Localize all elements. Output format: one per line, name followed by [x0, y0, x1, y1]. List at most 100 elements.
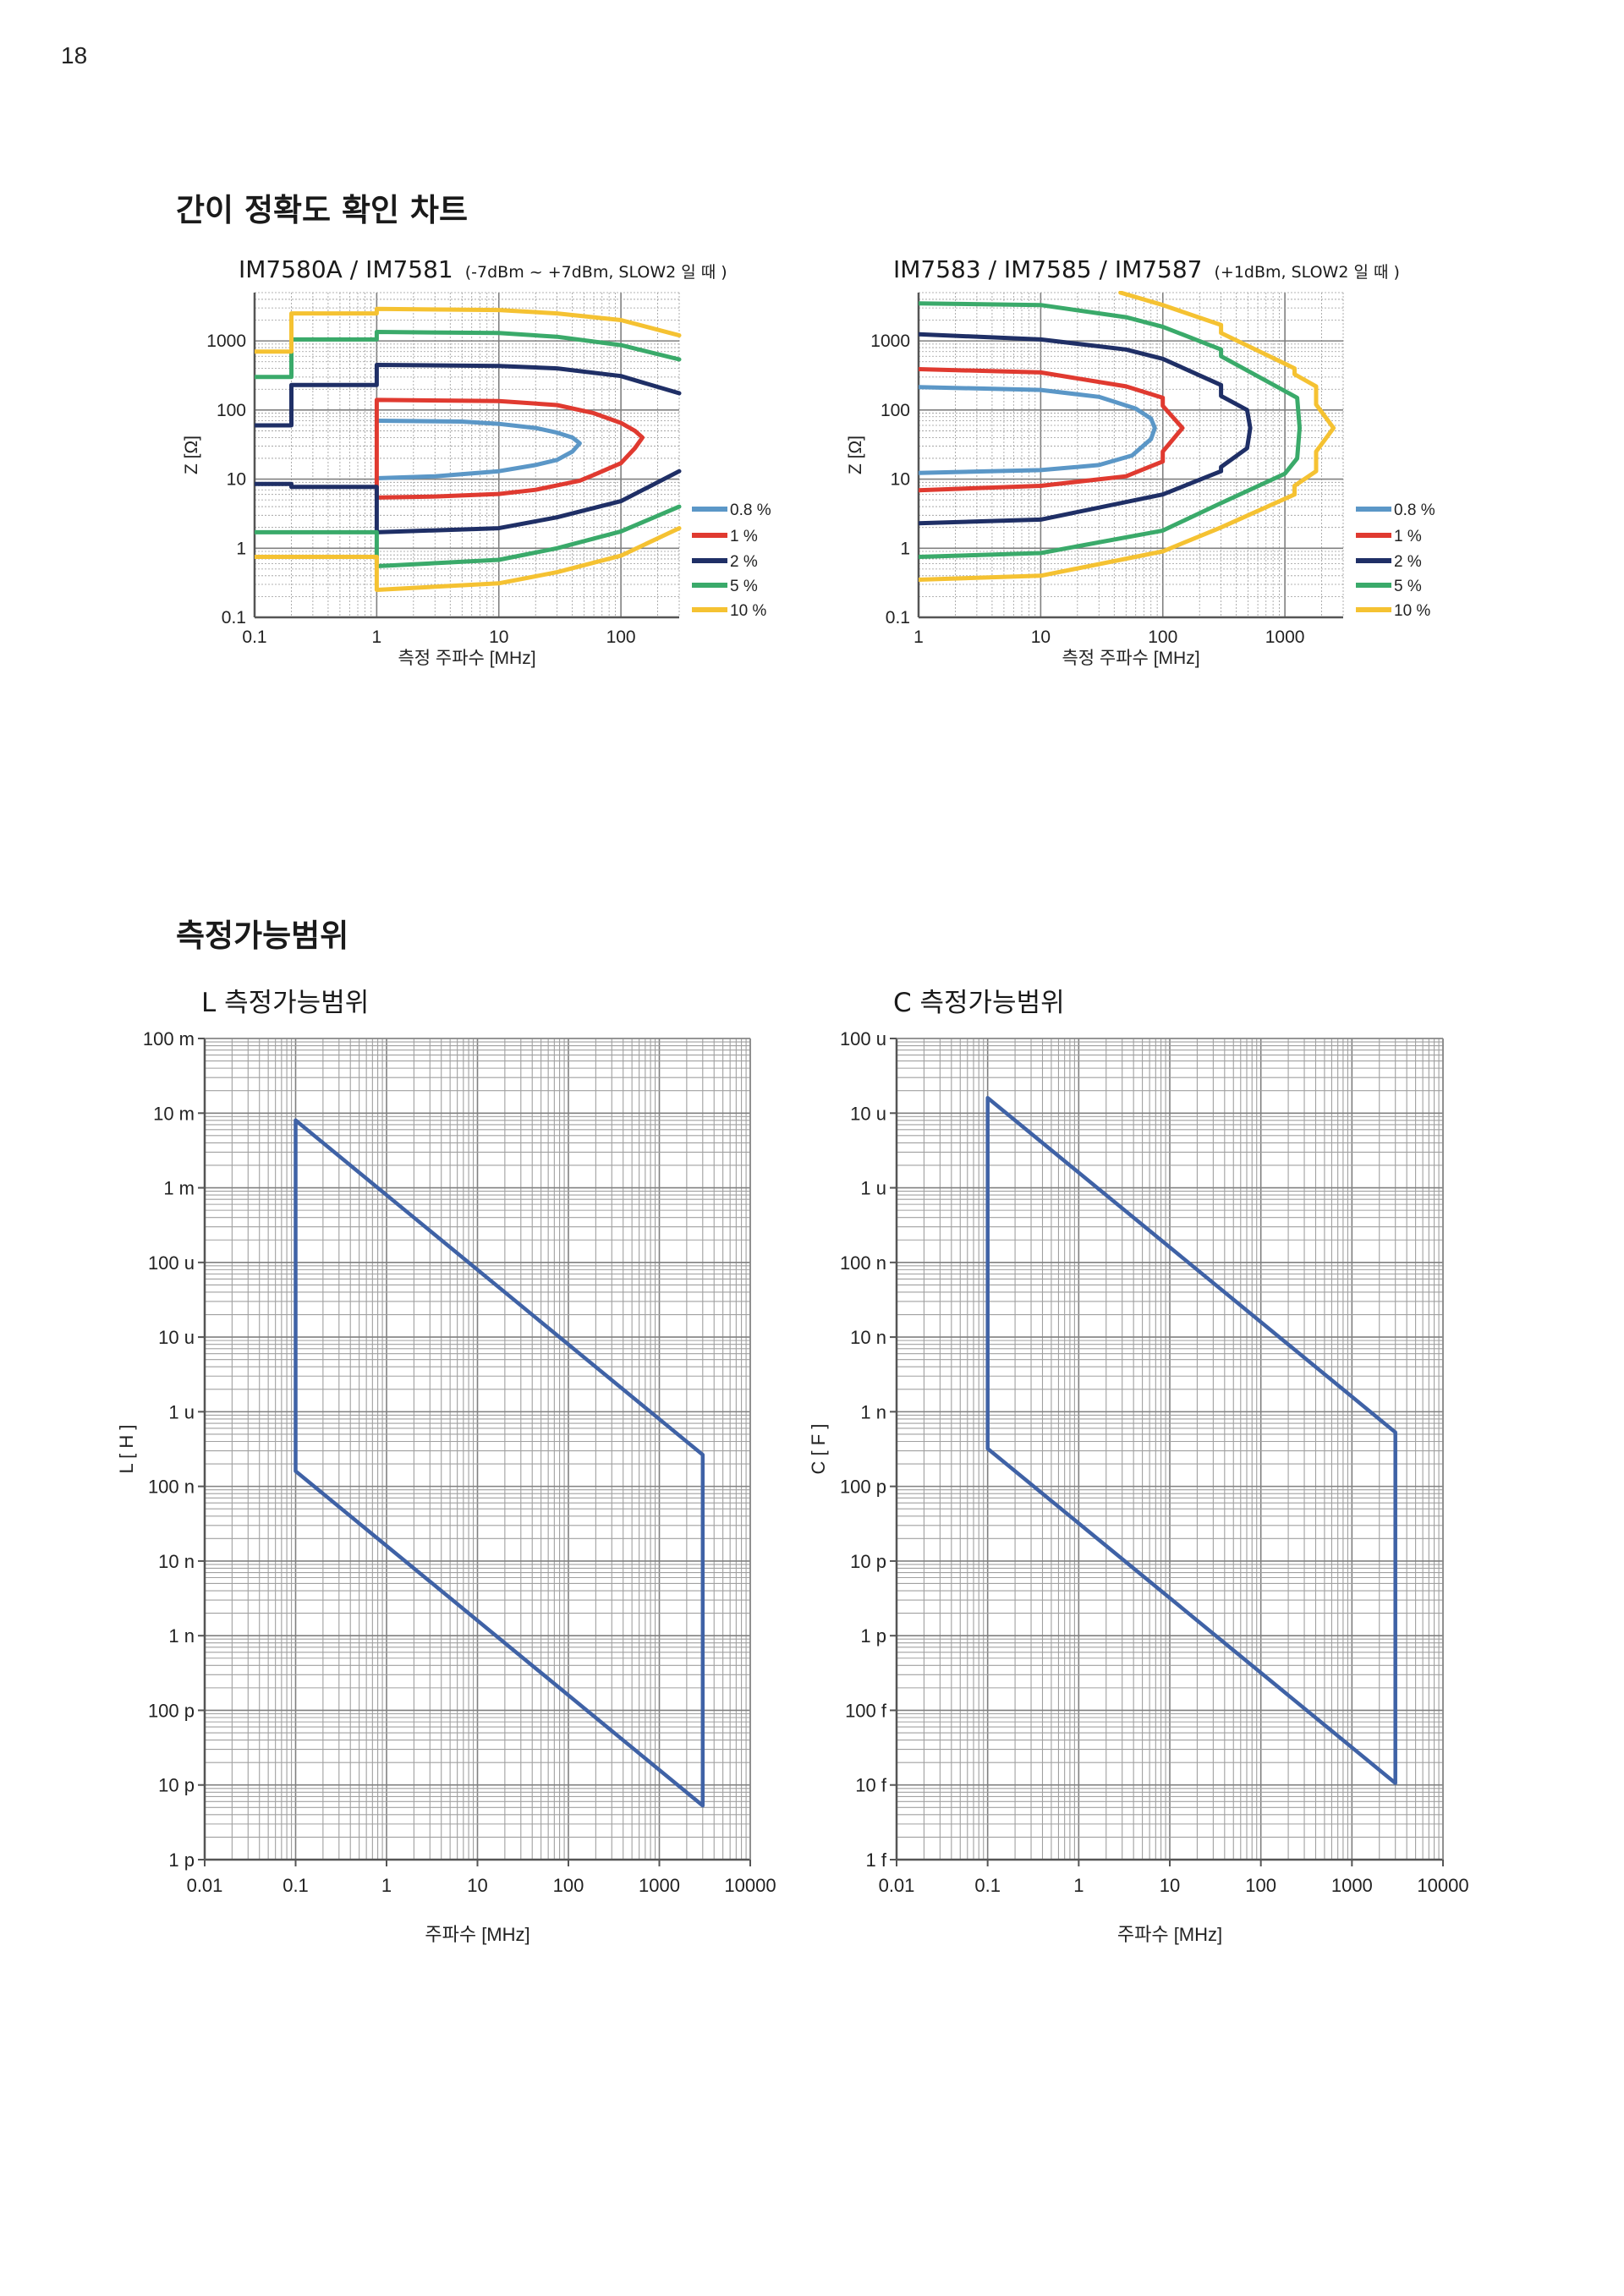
- y-tick-label: 1 m: [163, 1178, 195, 1199]
- x-tick-label: 1000: [1265, 627, 1305, 647]
- series-line-0_8: [374, 419, 582, 480]
- x-tick-label: 10: [1160, 1875, 1180, 1896]
- legend-label: 0.8 %: [730, 501, 771, 519]
- x-tick-label: 100: [1148, 627, 1177, 647]
- y-tick-label: 1 n: [860, 1401, 886, 1422]
- l-chart-title: L 측정가능범위: [201, 988, 370, 1018]
- x-tick-label: 1000: [1331, 1875, 1373, 1896]
- y-tick-label: 10 p: [158, 1775, 195, 1796]
- y-tick-label: 100: [217, 401, 246, 420]
- section-title-measurement-range: 측정가능범위: [176, 918, 349, 954]
- x-axis-label: 측정 주파수 [MHz]: [1062, 649, 1199, 668]
- x-tick-label: 0.1: [242, 627, 266, 647]
- chart2-title: IM7583 / IM7585 / IM7587: [893, 255, 1203, 283]
- y-tick-label: 100 p: [840, 1477, 886, 1498]
- series-line-range: [985, 1096, 1397, 1785]
- series-line-1: [374, 397, 645, 500]
- x-axis-label: 주파수 [MHz]: [425, 1924, 529, 1945]
- y-tick-label: 100 u: [148, 1252, 195, 1274]
- legend-label: 5 %: [730, 578, 758, 595]
- y-tick-label: 100 m: [143, 1028, 195, 1049]
- x-tick-label: 100: [606, 627, 636, 647]
- y-tick-label: 10 n: [850, 1327, 886, 1348]
- series-line-10: [255, 306, 682, 354]
- x-tick-label: 0.01: [879, 1875, 915, 1896]
- y-tick-label: 1 u: [860, 1178, 886, 1199]
- x-tick-label: 1: [1073, 1875, 1084, 1896]
- x-tick-label: 0.1: [283, 1875, 309, 1896]
- legend-label: 10 %: [1394, 602, 1430, 620]
- y-tick-label: 1 p: [168, 1849, 195, 1871]
- y-tick-label: 10 u: [158, 1327, 195, 1348]
- chart2-subtitle: (+1dBm, SLOW2 일 때 ): [1214, 263, 1400, 282]
- y-tick-label: 100 p: [148, 1700, 195, 1721]
- series-line-1: [919, 367, 1185, 493]
- c-chart-title: C 측정가능범위: [893, 988, 1065, 1018]
- x-axis-label: 측정 주파수 [MHz]: [398, 649, 535, 668]
- x-axis-label: 주파수 [MHz]: [1117, 1924, 1222, 1945]
- y-tick-label: 10 f: [855, 1775, 887, 1796]
- y-tick-label: 100 n: [148, 1477, 195, 1498]
- x-tick-label: 1000: [639, 1875, 680, 1896]
- legend-label: 0.8 %: [1394, 501, 1435, 519]
- x-tick-label: 100: [1245, 1875, 1276, 1896]
- y-axis-label: Z [Ω]: [182, 436, 201, 474]
- y-tick-label: 1 u: [168, 1401, 195, 1422]
- series-line-range: [294, 1118, 705, 1808]
- y-tick-label: 1 n: [168, 1625, 195, 1647]
- y-tick-label: 10 n: [158, 1551, 195, 1572]
- legend-item: 10 %: [1356, 602, 1430, 620]
- x-tick-label: 100: [553, 1875, 584, 1896]
- y-tick-label: 10 p: [850, 1551, 886, 1572]
- x-tick-label: 0.01: [187, 1875, 223, 1896]
- legend-item: 2 %: [1356, 553, 1422, 571]
- y-tick-label: 100 n: [840, 1252, 886, 1274]
- legend-item: 1 %: [1356, 528, 1422, 545]
- x-tick-label: 10000: [724, 1875, 776, 1896]
- x-tick-label: 10: [1031, 627, 1051, 647]
- series-line-10: [255, 526, 682, 592]
- chart1-heading: IM7580A / IM7581 (-7dBm ~ +7dBm, SLOW2 일 …: [239, 255, 727, 283]
- y-tick-label: 0.1: [886, 608, 910, 627]
- legend-label: 5 %: [1394, 578, 1422, 595]
- y-tick-label: 1: [900, 539, 910, 558]
- series-line-2: [919, 332, 1253, 526]
- series-line-10: [919, 291, 1336, 582]
- x-tick-label: 10: [489, 627, 508, 647]
- y-tick-label: 10: [227, 470, 246, 490]
- series-line-2: [255, 363, 682, 428]
- legend-label: 1 %: [1394, 528, 1422, 545]
- series-line-0_8: [919, 385, 1157, 475]
- chart1-title: IM7580A / IM7581: [239, 255, 453, 283]
- y-tick-label: 10: [891, 470, 910, 490]
- chart-3: 0.01 0.1 1 10 100 1000 10000 1 p 10 p 100 p 1 n 10 …: [116, 1028, 776, 1945]
- y-tick-label: 10 u: [850, 1103, 886, 1124]
- legend-label: 10 %: [730, 602, 766, 620]
- y-tick-label: 0.1: [222, 608, 246, 627]
- series-line-5: [255, 504, 682, 568]
- legend-item: 0.8 %: [692, 501, 771, 519]
- chart2-heading: IM7583 / IM7585 / IM7587 (+1dBm, SLOW2 일 …: [893, 255, 1400, 283]
- y-tick-label: 1000: [870, 332, 910, 351]
- x-tick-label: 1: [381, 1875, 392, 1896]
- legend-item: 0.8 %: [1356, 501, 1435, 519]
- section-title-accuracy-chart: 간이 정확도 확인 차트: [176, 192, 469, 228]
- legend-item: 2 %: [692, 553, 758, 571]
- legend-item: 10 %: [692, 602, 766, 620]
- page-number: 18: [61, 42, 88, 68]
- legend-label: 1 %: [730, 528, 758, 545]
- series-line-5: [255, 330, 682, 380]
- chart1-subtitle: (-7dBm ~ +7dBm, SLOW2 일 때 ): [464, 263, 727, 282]
- x-tick-label: 1: [372, 627, 382, 647]
- y-tick-label: 1 p: [860, 1625, 886, 1647]
- y-axis-label: C [ F ]: [808, 1424, 829, 1475]
- y-axis-label: Z [Ω]: [846, 436, 865, 474]
- y-axis-label: L [ H ]: [116, 1425, 137, 1474]
- x-tick-label: 10: [467, 1875, 487, 1896]
- legend-item: 5 %: [692, 578, 758, 595]
- y-tick-label: 1000: [206, 332, 246, 351]
- legend-item: 1 %: [692, 528, 758, 545]
- legend-item: 5 %: [1356, 578, 1422, 595]
